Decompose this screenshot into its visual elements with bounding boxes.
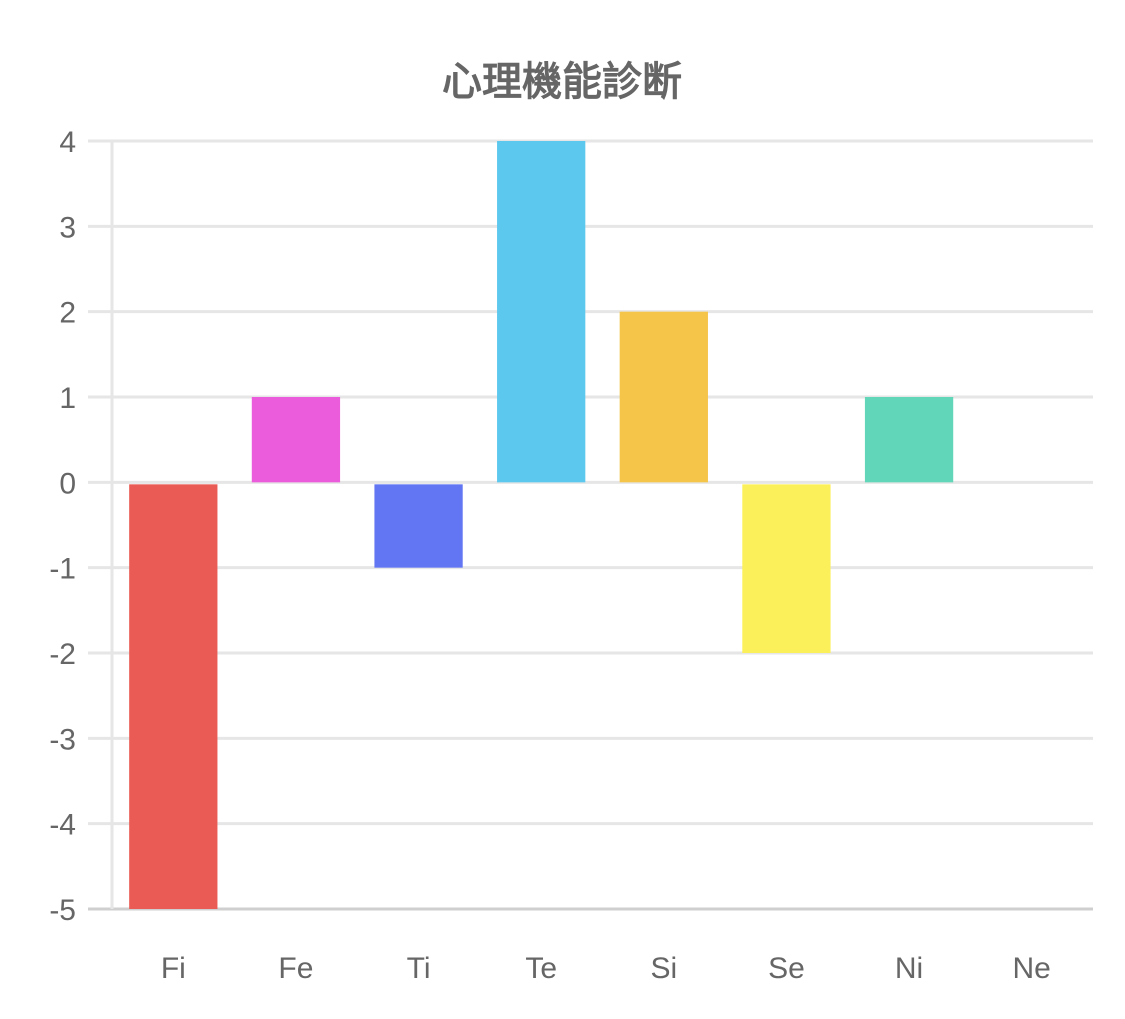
- bar-se: [742, 484, 831, 653]
- y-tick-label: 1: [59, 382, 76, 415]
- bar-si: [619, 311, 708, 483]
- x-axis-ticks: Fi Fe Ti Te Si Se Ni Ne: [161, 952, 1051, 985]
- x-tick-label: Ti: [407, 952, 431, 985]
- y-tick-label: -3: [49, 723, 76, 756]
- y-tick-label: -5: [49, 894, 76, 927]
- bar-te: [497, 141, 586, 483]
- y-tick-label: 0: [59, 467, 76, 500]
- y-tick-label: -1: [49, 553, 76, 586]
- gridlines: [88, 139, 1093, 911]
- y-tick-label: -2: [49, 638, 76, 671]
- y-tick-label: 3: [59, 211, 76, 244]
- x-tick-label: Se: [768, 952, 805, 985]
- y-tick-label: -4: [49, 809, 76, 842]
- y-tick-label: 4: [59, 126, 76, 159]
- x-tick-label: Ni: [895, 952, 923, 985]
- x-tick-label: Fi: [161, 952, 186, 985]
- y-tick-label: 2: [59, 297, 76, 330]
- chart-title: 心理機能診断: [442, 59, 682, 105]
- bar-fe: [251, 397, 341, 483]
- bar-fi: [129, 484, 218, 909]
- bar-ni: [864, 397, 954, 483]
- x-tick-label: Te: [525, 952, 557, 985]
- bar-ti: [374, 484, 463, 568]
- x-tick-label: Ne: [1013, 952, 1051, 985]
- y-axis-ticks: 4 3 2 1 0 -1 -2 -3 -4 -5: [49, 126, 76, 927]
- x-tick-label: Fe: [278, 952, 313, 985]
- x-tick-label: Si: [650, 952, 677, 985]
- bars: [129, 141, 954, 909]
